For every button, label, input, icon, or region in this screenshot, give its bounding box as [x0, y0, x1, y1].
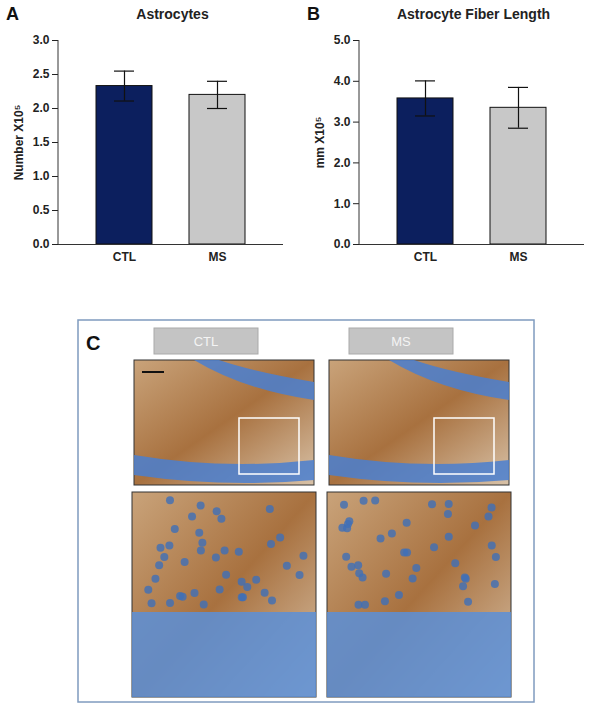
svg-text:4.0: 4.0	[334, 74, 351, 88]
svg-text:0.5: 0.5	[33, 203, 50, 217]
svg-text:MS: MS	[510, 250, 528, 264]
svg-text:1.0: 1.0	[334, 197, 351, 211]
svg-text:0.0: 0.0	[33, 237, 50, 251]
svg-text:MS: MS	[209, 250, 227, 264]
svg-text:CTL: CTL	[194, 334, 219, 349]
svg-text:0.0: 0.0	[334, 237, 351, 251]
svg-text:2.5: 2.5	[33, 67, 50, 81]
html-text:Astrocyte Fiber Length: Astrocyte Fiber Length	[396, 6, 551, 22]
svg-text:CTL: CTL	[414, 250, 437, 264]
html-text:B: B	[307, 4, 320, 24]
svg-text:5.0: 5.0	[334, 33, 351, 47]
svg-text:CTL: CTL	[113, 250, 136, 264]
svg-text:2.0: 2.0	[33, 101, 50, 115]
svg-text:3.0: 3.0	[33, 33, 50, 47]
svg-text:3.0: 3.0	[334, 115, 351, 129]
svg-text:C: C	[86, 332, 100, 354]
svg-text:1.5: 1.5	[33, 135, 50, 149]
svg-text:MS: MS	[391, 334, 411, 349]
svg-text:Number X10⁵: Number X10⁵	[12, 105, 26, 181]
svg-text:1.0: 1.0	[33, 169, 50, 183]
svg-text:2.0: 2.0	[334, 156, 351, 170]
html-text:A: A	[6, 4, 19, 24]
svg-text:mm X10⁵: mm X10⁵	[313, 117, 327, 169]
html-text:Astrocytes: Astrocytes	[136, 6, 209, 22]
